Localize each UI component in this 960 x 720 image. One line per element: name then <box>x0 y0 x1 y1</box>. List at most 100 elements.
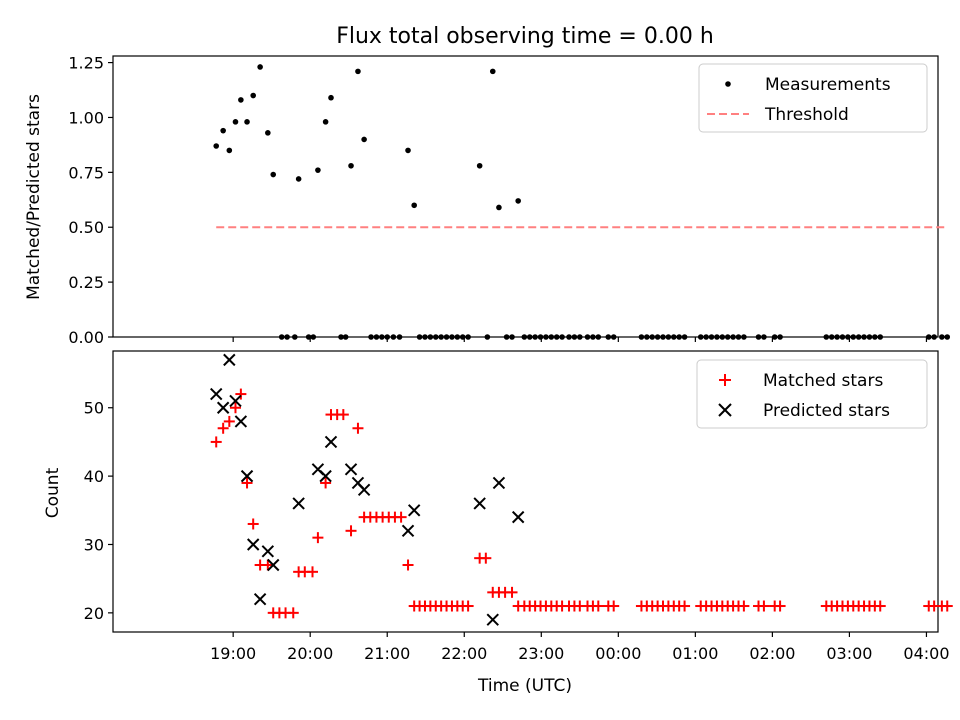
measurement-point <box>548 334 555 340</box>
x-tick-label: 04:00 <box>903 644 949 663</box>
matched-star-point <box>235 388 247 400</box>
predicted-star-point <box>261 545 275 558</box>
top-legend: Measurements Threshold <box>698 63 928 133</box>
matched-star-point <box>320 477 332 489</box>
measurement-point <box>571 334 578 340</box>
matched-star-point <box>345 525 357 537</box>
legend-predicted-marker <box>718 403 732 417</box>
legend-predicted-label: Predicted stars <box>763 401 890 421</box>
measurement-point <box>220 127 226 134</box>
measurement-point <box>348 162 354 169</box>
measurement-point <box>638 334 645 340</box>
x-tick-label: 02:00 <box>749 644 795 663</box>
predicted-star-point <box>324 435 338 449</box>
matched-star-point <box>608 600 620 612</box>
measurement-point <box>724 334 731 340</box>
measurement-point <box>315 167 321 173</box>
measurement-point <box>577 334 583 340</box>
measurement-point <box>931 334 937 340</box>
predicted-star-point <box>319 469 332 483</box>
legend-measurements-label: Measurements <box>765 75 891 95</box>
top-legend-box <box>698 63 928 133</box>
top-y-tick-label: 1.25 <box>68 54 104 73</box>
predicted-star-point <box>267 558 280 572</box>
measurement-point <box>939 334 945 340</box>
measurement-point <box>553 334 560 340</box>
measurement-point <box>238 97 244 103</box>
measurement-point <box>361 136 367 143</box>
measurement-point <box>537 334 544 340</box>
top-y-tick-label: 1.00 <box>68 108 104 127</box>
measurement-point <box>310 334 317 340</box>
measurement-point <box>855 334 862 340</box>
measurement-point <box>496 204 502 211</box>
matched-star-point <box>223 415 235 427</box>
measurement-point <box>465 334 471 340</box>
measurement-point <box>708 334 715 340</box>
predicted-star-point <box>401 524 415 538</box>
measurement-point <box>850 334 857 340</box>
measurement-point <box>432 334 439 340</box>
x-axis-label: Time (UTC) <box>477 676 572 696</box>
matched-star-point <box>217 422 229 434</box>
measurement-point <box>719 334 726 340</box>
bottom-legend-box <box>696 359 928 429</box>
measurement-point <box>834 334 840 340</box>
measurement-point <box>660 334 666 340</box>
top-y-axis-label: Matched/Predicted stars <box>24 94 44 300</box>
matched-star-point <box>395 511 407 523</box>
measurement-point <box>449 334 455 340</box>
predicted-star-point <box>210 387 223 401</box>
measurement-point <box>489 68 496 75</box>
measurement-point <box>355 68 361 75</box>
bottom-y-tick-label: 20 <box>84 604 104 623</box>
matched-star-point <box>247 518 259 530</box>
predicted-star-point <box>229 394 242 408</box>
bottom-legend: Matched stars Predicted stars <box>696 359 928 429</box>
measurement-point <box>438 334 444 340</box>
measurement-point <box>284 334 290 340</box>
top-x-ticks <box>232 337 928 342</box>
measurement-point <box>828 334 835 340</box>
matched-star-point <box>679 600 691 612</box>
matched-star-point <box>312 532 324 544</box>
matched-star-point <box>229 402 241 414</box>
matched-star-point <box>774 600 786 612</box>
predicted-star-point <box>223 353 236 367</box>
top-axes: 0.00 0.25 0.50 0.75 1.00 1.25 Matched/Predict… <box>24 54 951 347</box>
measurement-point <box>771 334 778 340</box>
measurement-point <box>515 198 521 204</box>
measurement-point <box>291 334 298 340</box>
matched-star-point <box>287 607 299 619</box>
measurement-point <box>730 334 736 340</box>
matched-star-point <box>941 600 953 612</box>
measurement-point <box>521 334 528 340</box>
measurement-point <box>823 334 830 340</box>
measurement-point <box>866 334 873 340</box>
x-tick-label: 22:00 <box>441 644 487 663</box>
matched-star-point <box>402 559 414 571</box>
measurement-point <box>226 147 233 154</box>
x-tick-label: 21:00 <box>364 644 410 663</box>
measurement-point <box>232 119 239 125</box>
measurement-point <box>559 334 565 340</box>
measurement-point <box>270 171 277 178</box>
predicted-star-point <box>486 613 499 626</box>
measurement-point <box>373 334 380 340</box>
bottom-y-tick-label: 40 <box>84 467 104 486</box>
bottom-y-tick-label: 30 <box>84 535 104 554</box>
matched-star-point <box>241 477 253 489</box>
measurement-point <box>338 334 344 340</box>
predicted-star-point <box>240 469 254 483</box>
measurement-point <box>944 334 951 340</box>
measurement-point <box>654 334 661 340</box>
legend-matched-label: Matched stars <box>763 371 883 391</box>
matched-star-point <box>738 600 750 612</box>
measurement-point <box>532 334 538 340</box>
measurement-point <box>454 334 461 340</box>
bottom-y-axis-label: Count <box>43 467 63 518</box>
predicted-star-point <box>511 510 525 524</box>
measurement-point <box>526 334 533 340</box>
predicted-star-point <box>253 592 267 606</box>
measurement-point <box>390 334 397 340</box>
